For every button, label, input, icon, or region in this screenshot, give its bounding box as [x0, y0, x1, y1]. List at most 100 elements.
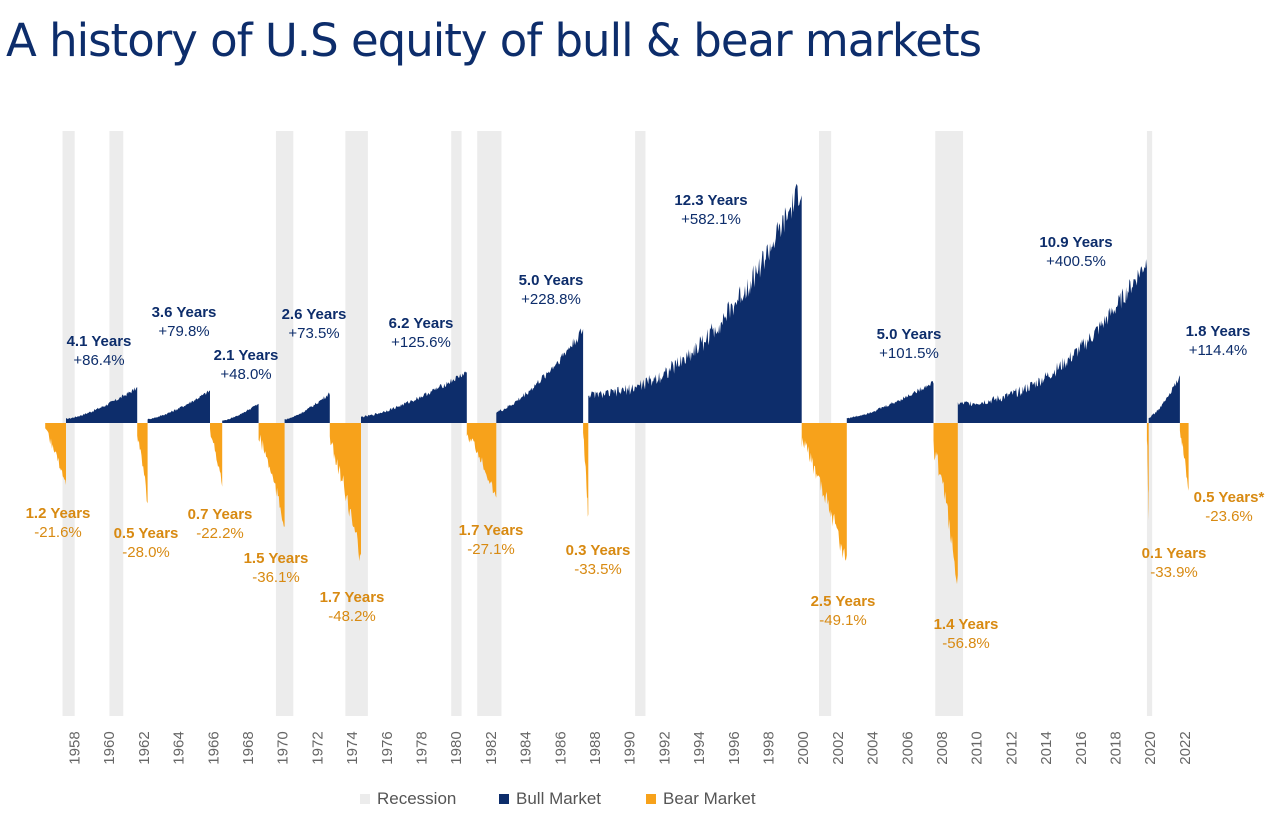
- bull-years-label: 12.3 Years: [674, 192, 747, 209]
- x-tick-label: 1966: [205, 731, 222, 764]
- bear-change-label: -28.0%: [122, 544, 170, 561]
- bull-years-label: 2.1 Years: [214, 347, 279, 364]
- x-tick-label: 1992: [656, 731, 673, 764]
- bull-change-label: +73.5%: [288, 325, 339, 342]
- x-tick-label: 2016: [1073, 731, 1090, 764]
- bear-years-label: 0.1 Years: [1142, 545, 1207, 562]
- x-tick-label: 1994: [691, 731, 708, 764]
- bull-market-area: [1148, 375, 1180, 423]
- x-tick-label: 2014: [1038, 731, 1055, 764]
- bear-years-label: 1.2 Years: [26, 505, 91, 522]
- bear-change-label: -33.9%: [1150, 564, 1198, 581]
- recession-band: [451, 131, 462, 716]
- x-tick-label: 2022: [1177, 731, 1194, 764]
- bull-change-label: +101.5%: [879, 345, 939, 362]
- x-tick-label: 1972: [309, 731, 326, 764]
- page-title: A history of U.S equity of bull & bear m…: [6, 14, 982, 67]
- bull-market-area: [147, 390, 210, 423]
- bear-change-label: -27.1%: [467, 541, 515, 558]
- x-tick-label: 2012: [1003, 731, 1020, 764]
- x-tick-label: 1990: [622, 731, 639, 764]
- x-tick-label: 2020: [1142, 731, 1159, 764]
- x-tick-label: 1960: [101, 731, 118, 764]
- bear-years-label: 0.3 Years: [566, 542, 631, 559]
- bull-change-label: +114.4%: [1189, 342, 1248, 359]
- bull-change-label: +228.8%: [521, 291, 581, 308]
- bull-years-label: 2.6 Years: [282, 306, 347, 323]
- bull-market-area: [222, 403, 259, 423]
- legend-label: Bull Market: [516, 789, 602, 808]
- bull-market-area: [361, 371, 467, 423]
- bull-market-area: [588, 183, 802, 423]
- bull-market-area: [846, 380, 934, 423]
- bear-market-area: [583, 423, 589, 517]
- x-tick-label: 1996: [726, 731, 743, 764]
- x-tick-label: 2008: [934, 731, 951, 764]
- bear-years-label: 1.7 Years: [320, 589, 385, 606]
- x-tick-label: 1998: [761, 731, 778, 764]
- x-tick-label: 1984: [518, 731, 535, 764]
- x-tick-label: 1974: [344, 731, 361, 764]
- bull-years-label: 5.0 Years: [519, 272, 584, 289]
- legend-label: Bear Market: [663, 789, 756, 808]
- legend-label: Recession: [377, 789, 457, 808]
- x-tick-label: 1988: [587, 731, 604, 764]
- bear-change-label: -36.1%: [252, 569, 300, 586]
- x-tick-label: 2018: [1108, 731, 1125, 764]
- recession-band: [1146, 131, 1153, 716]
- recession-swatch: [360, 794, 370, 804]
- bull-change-label: +400.5%: [1046, 253, 1106, 270]
- x-tick-label: 1968: [240, 731, 257, 764]
- bear-market-area: [801, 423, 847, 561]
- bear-years-label: 0.7 Years: [188, 506, 253, 523]
- bull-change-label: +48.0%: [220, 366, 271, 383]
- bull-change-label: +582.1%: [681, 211, 741, 228]
- bear-change-label: -48.2%: [328, 608, 376, 625]
- bear-market-area: [1146, 423, 1149, 521]
- bear-market-area: [933, 423, 958, 585]
- bear-market-areas: [45, 423, 1189, 585]
- bull-market-area: [66, 387, 138, 423]
- bull-change-label: +86.4%: [73, 352, 124, 369]
- x-tick-label: 1976: [379, 731, 396, 764]
- bear-change-label: -49.1%: [819, 612, 867, 629]
- x-tick-label: 1986: [552, 731, 569, 764]
- bear-market-area: [210, 423, 223, 487]
- x-tick-label: 2004: [865, 731, 882, 764]
- x-tick-label: 2000: [795, 731, 812, 764]
- bull-years-label: 1.8 Years: [1186, 323, 1251, 340]
- bear-change-label: -23.6%: [1205, 508, 1253, 525]
- x-tick-label: 1980: [448, 731, 465, 764]
- bear-years-label: 1.5 Years: [244, 550, 309, 567]
- legend: Recession Bull Market Bear Market: [0, 789, 1280, 815]
- x-tick-label: 1964: [171, 731, 188, 764]
- legend-item-recession: Recession: [360, 789, 456, 809]
- bear-market-area: [45, 423, 66, 485]
- x-tick-label: 1958: [67, 731, 84, 764]
- recession-band: [275, 131, 294, 716]
- bear-change-label: -56.8%: [942, 635, 990, 652]
- bull-years-label: 5.0 Years: [877, 326, 942, 343]
- bull-swatch: [499, 794, 509, 804]
- bull-change-label: +125.6%: [391, 334, 451, 351]
- legend-item-bear: Bear Market: [646, 789, 756, 809]
- bull-years-label: 10.9 Years: [1039, 234, 1112, 251]
- x-tick-label: 1970: [275, 731, 292, 764]
- period-labels: 4.1 Years +86.4% 3.6 Years +79.8% 2.1 Years +…: [26, 192, 1265, 652]
- bear-market-area: [258, 423, 285, 527]
- x-tick-label: 2006: [899, 731, 916, 764]
- bear-change-label: -33.5%: [574, 561, 622, 578]
- x-tick-label: 1978: [414, 731, 431, 764]
- bull-market-area: [284, 392, 330, 423]
- recession-band: [109, 131, 124, 716]
- bear-years-label: 1.4 Years: [934, 616, 999, 633]
- bear-change-label: -21.6%: [34, 524, 82, 541]
- bull-years-label: 4.1 Years: [67, 333, 132, 350]
- bear-years-label: 0.5 Years*: [1194, 489, 1265, 506]
- x-tick-label: 1962: [136, 731, 153, 764]
- bear-years-label: 1.7 Years: [459, 522, 524, 539]
- bull-market-area: [496, 328, 584, 423]
- bull-market-area: [957, 259, 1147, 423]
- recession-band: [635, 131, 646, 716]
